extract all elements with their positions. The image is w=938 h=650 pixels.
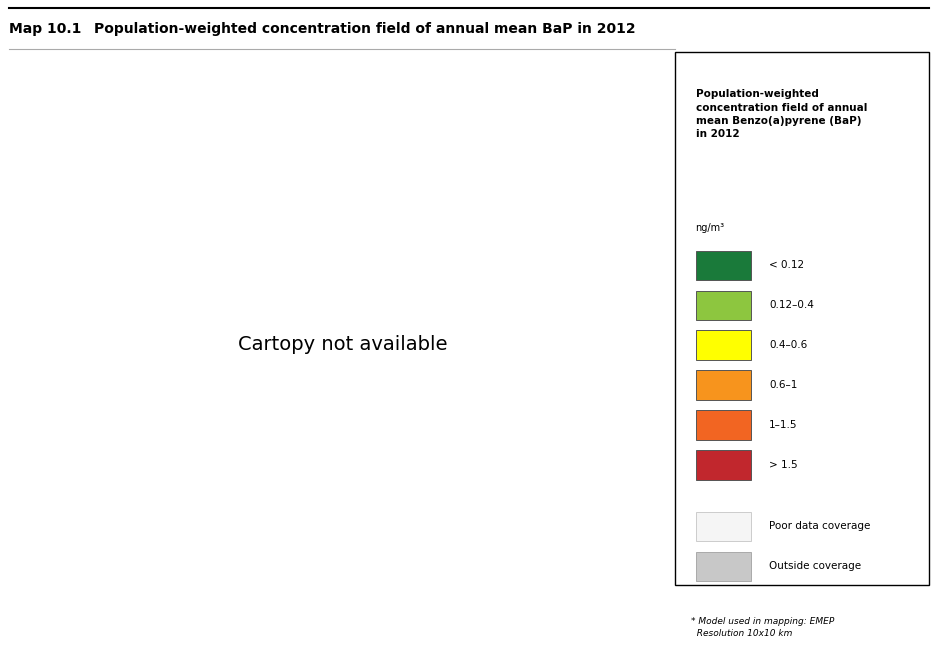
FancyBboxPatch shape <box>696 552 751 581</box>
FancyBboxPatch shape <box>696 450 751 480</box>
FancyBboxPatch shape <box>696 291 751 320</box>
Text: Map 10.1: Map 10.1 <box>9 21 82 36</box>
FancyBboxPatch shape <box>675 52 929 585</box>
Text: 1–1.5: 1–1.5 <box>769 420 797 430</box>
Text: < 0.12: < 0.12 <box>769 260 804 270</box>
Text: 0.6–1: 0.6–1 <box>769 380 797 390</box>
Text: 0.4–0.6: 0.4–0.6 <box>769 340 808 350</box>
Text: 0.12–0.4: 0.12–0.4 <box>769 300 814 310</box>
Text: Outside coverage: Outside coverage <box>769 562 861 571</box>
Text: Population-weighted
concentration field of annual
mean Benzo(a)pyrene (BaP)
in 2: Population-weighted concentration field … <box>696 89 867 139</box>
Text: Poor data coverage: Poor data coverage <box>769 521 870 531</box>
FancyBboxPatch shape <box>696 330 751 360</box>
Text: ng/m³: ng/m³ <box>696 222 725 233</box>
FancyBboxPatch shape <box>696 410 751 440</box>
FancyBboxPatch shape <box>696 512 751 541</box>
FancyBboxPatch shape <box>696 250 751 280</box>
Text: * Model used in mapping: EMEP
  Resolution 10x10 km: * Model used in mapping: EMEP Resolution… <box>690 617 834 638</box>
Text: > 1.5: > 1.5 <box>769 460 797 470</box>
Text: Population-weighted concentration field of annual mean BaP in 2012: Population-weighted concentration field … <box>94 21 635 36</box>
Text: Cartopy not available: Cartopy not available <box>237 335 447 354</box>
FancyBboxPatch shape <box>696 370 751 400</box>
